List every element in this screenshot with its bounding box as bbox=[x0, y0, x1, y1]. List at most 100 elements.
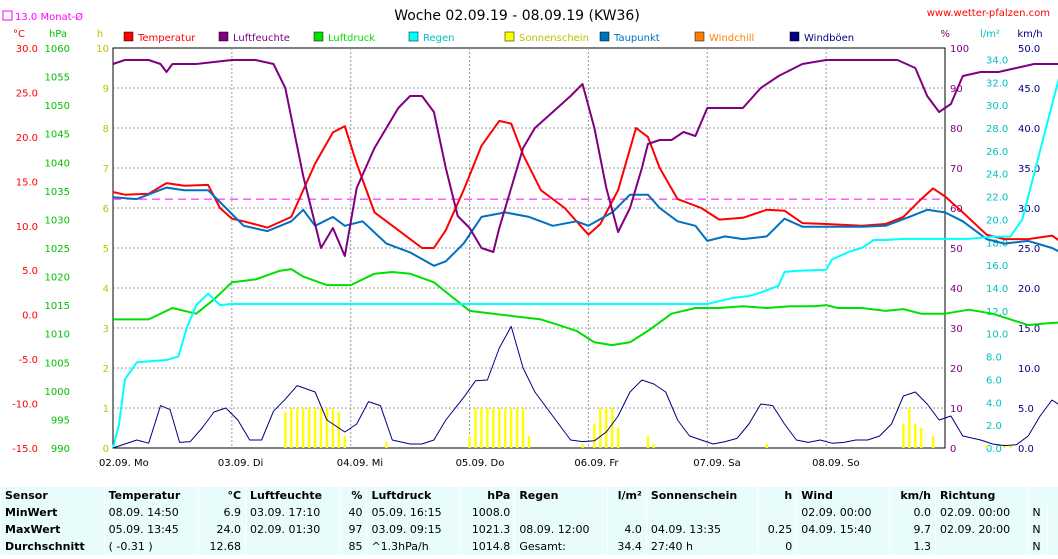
sunshine-bar bbox=[498, 408, 501, 448]
sunshine-bar bbox=[296, 408, 299, 448]
stats-header-cell: km/h bbox=[888, 487, 936, 504]
stats-pad-cell bbox=[1047, 538, 1058, 555]
stats-header-cell: °C bbox=[197, 487, 246, 504]
stats-cell: Gesamt: bbox=[514, 538, 608, 555]
pressure-tick-label: 1045 bbox=[45, 130, 70, 141]
stats-cell: 03.09. 17:10 bbox=[245, 504, 341, 521]
rain-tick-label: 6.0 bbox=[986, 375, 1002, 386]
sun-tick-label: 9 bbox=[103, 84, 109, 95]
legend-swatch bbox=[599, 31, 610, 42]
stats-row: Durchschnitt( -0.31 ) 12.68 85 ^1.3hPa/h 101… bbox=[0, 538, 1058, 555]
stats-cell bbox=[757, 504, 797, 521]
sunshine-bar bbox=[509, 408, 513, 448]
wind-tick-label: 50.0 bbox=[1018, 44, 1040, 55]
legend-item: Luftfeuchte bbox=[233, 33, 290, 44]
x-tick-label: 05.09. Do bbox=[456, 458, 505, 469]
pressure-tick-label: 1000 bbox=[45, 387, 70, 398]
sunshine-bar bbox=[616, 428, 620, 448]
humidity-tick-label: 50 bbox=[950, 244, 963, 255]
stats-row: MinWert 08.09. 14:50 6.9 03.09. 17:10 40 05.0… bbox=[0, 504, 1058, 521]
stats-cell: 1021.3 bbox=[458, 521, 515, 538]
sunshine-bar bbox=[284, 412, 287, 448]
rain-tick-label: 0.0 bbox=[986, 444, 1002, 455]
stats-header-cell: Luftdruck bbox=[366, 487, 460, 504]
wind-tick-label: 30.0 bbox=[1018, 204, 1040, 215]
wind-tick-label: 35.0 bbox=[1018, 164, 1040, 175]
legend-item: Temperatur bbox=[137, 33, 196, 44]
stats-row-label: MinWert bbox=[0, 504, 105, 521]
temp-tick-label: -15.0 bbox=[12, 444, 38, 455]
monthly-avg-label: 13.0 Monat-Ø bbox=[15, 11, 83, 23]
stats-cell: ^1.3hPa/h bbox=[366, 538, 460, 555]
legend-item: Sonnenschein bbox=[519, 33, 589, 44]
sun-tick-label: 3 bbox=[103, 324, 109, 335]
stats-cell: 08.09. 12:00 bbox=[514, 521, 608, 538]
legend-swatch bbox=[408, 31, 419, 42]
stats-cell: 27:40 h bbox=[645, 538, 758, 555]
stats-cell bbox=[934, 538, 1028, 555]
sunshine-bar bbox=[343, 436, 346, 448]
temp-tick-label: -10.0 bbox=[12, 400, 38, 411]
series-line-regen bbox=[112, 77, 1058, 449]
pressure-tick-label: 1055 bbox=[45, 73, 70, 84]
x-axis-labels: 02.09. Mo 03.09. Di 04.09. Mi 05.09. Do 06.0… bbox=[99, 458, 860, 469]
stats-cell bbox=[645, 504, 758, 521]
rain-tick-label: 10.0 bbox=[986, 330, 1008, 341]
stats-cell: 9.7 bbox=[888, 521, 936, 538]
pressure-tick-label: 1060 bbox=[45, 44, 70, 55]
pressure-tick-label: 1025 bbox=[45, 244, 70, 255]
stats-cell: 02.09. 00:00 bbox=[934, 504, 1028, 521]
rain-tick-label: 26.0 bbox=[986, 147, 1008, 158]
stats-header-cell: Sonnenschein bbox=[645, 487, 758, 504]
sunshine-bar bbox=[480, 408, 483, 448]
stats-cell: 85 bbox=[339, 538, 367, 555]
monthly-avg-swatch bbox=[2, 10, 13, 21]
legend-swatch bbox=[123, 31, 134, 42]
stats-header-cell: Luftfeuchte bbox=[245, 487, 341, 504]
sun-tick-label: 1 bbox=[103, 404, 109, 415]
rain-tick-label: 14.0 bbox=[986, 284, 1008, 295]
stats-cell bbox=[606, 504, 647, 521]
sunshine-bar bbox=[331, 408, 335, 448]
pressure-tick-label: 1005 bbox=[45, 358, 70, 369]
stats-cell: ( -0.31 ) bbox=[103, 538, 199, 555]
rain-tick-label: 24.0 bbox=[986, 170, 1008, 181]
x-tick-label: 04.09. Mi bbox=[337, 458, 383, 469]
stats-cell: 97 bbox=[339, 521, 367, 538]
x-tick-label: 08.09. So bbox=[812, 458, 859, 469]
stats-cell: N bbox=[1027, 538, 1048, 555]
temp-tick-label: 10.0 bbox=[16, 222, 38, 233]
sunshine-bar bbox=[908, 408, 911, 448]
stats-header-cell: h bbox=[757, 487, 797, 504]
series-line-taupunkt bbox=[112, 186, 1058, 267]
rain-tick-label: 20.0 bbox=[986, 215, 1008, 226]
x-tick-label: 07.09. Sa bbox=[693, 458, 740, 469]
sunshine-bar bbox=[515, 408, 519, 448]
humidity-tick-label: 80 bbox=[950, 124, 963, 135]
wind-tick-label: 40.0 bbox=[1018, 124, 1040, 135]
sunshine-bar bbox=[486, 408, 489, 448]
stats-header-row: Sensor Temperatur °C Luftfeuchte% Luftdruck h… bbox=[0, 487, 1058, 504]
temp-unit-label: °C bbox=[13, 29, 25, 40]
sunshine-bar bbox=[985, 446, 988, 448]
pressure-tick-label: 1010 bbox=[45, 330, 70, 341]
wind-tick-label: 25.0 bbox=[1018, 244, 1040, 255]
stats-cell: N bbox=[1027, 504, 1048, 521]
legend-swatch bbox=[218, 31, 229, 42]
pressure-unit-label: hPa bbox=[49, 29, 67, 40]
stats-header-cell bbox=[1027, 487, 1048, 504]
sun-tick-label: 5 bbox=[103, 244, 109, 255]
temp-tick-label: 20.0 bbox=[16, 133, 38, 144]
temp-tick-label: 0.0 bbox=[22, 311, 38, 322]
rain-tick-label: 2.0 bbox=[986, 421, 1002, 432]
stats-cell: 04.09. 13:35 bbox=[645, 521, 758, 538]
temp-tick-label: 15.0 bbox=[16, 177, 38, 188]
stats-cell: 04.09. 15:40 bbox=[796, 521, 890, 538]
rain-unit-label: l/m² bbox=[980, 29, 1000, 40]
source-link[interactable]: www.wetter-pfalzen.com bbox=[927, 8, 1050, 19]
sun-unit-label: h bbox=[97, 29, 103, 40]
sunshine-bar bbox=[504, 408, 507, 448]
series-line-luftdruck bbox=[113, 268, 1058, 347]
sun-tick-label: 4 bbox=[103, 284, 109, 295]
legend-item: Taupunkt bbox=[613, 33, 660, 44]
